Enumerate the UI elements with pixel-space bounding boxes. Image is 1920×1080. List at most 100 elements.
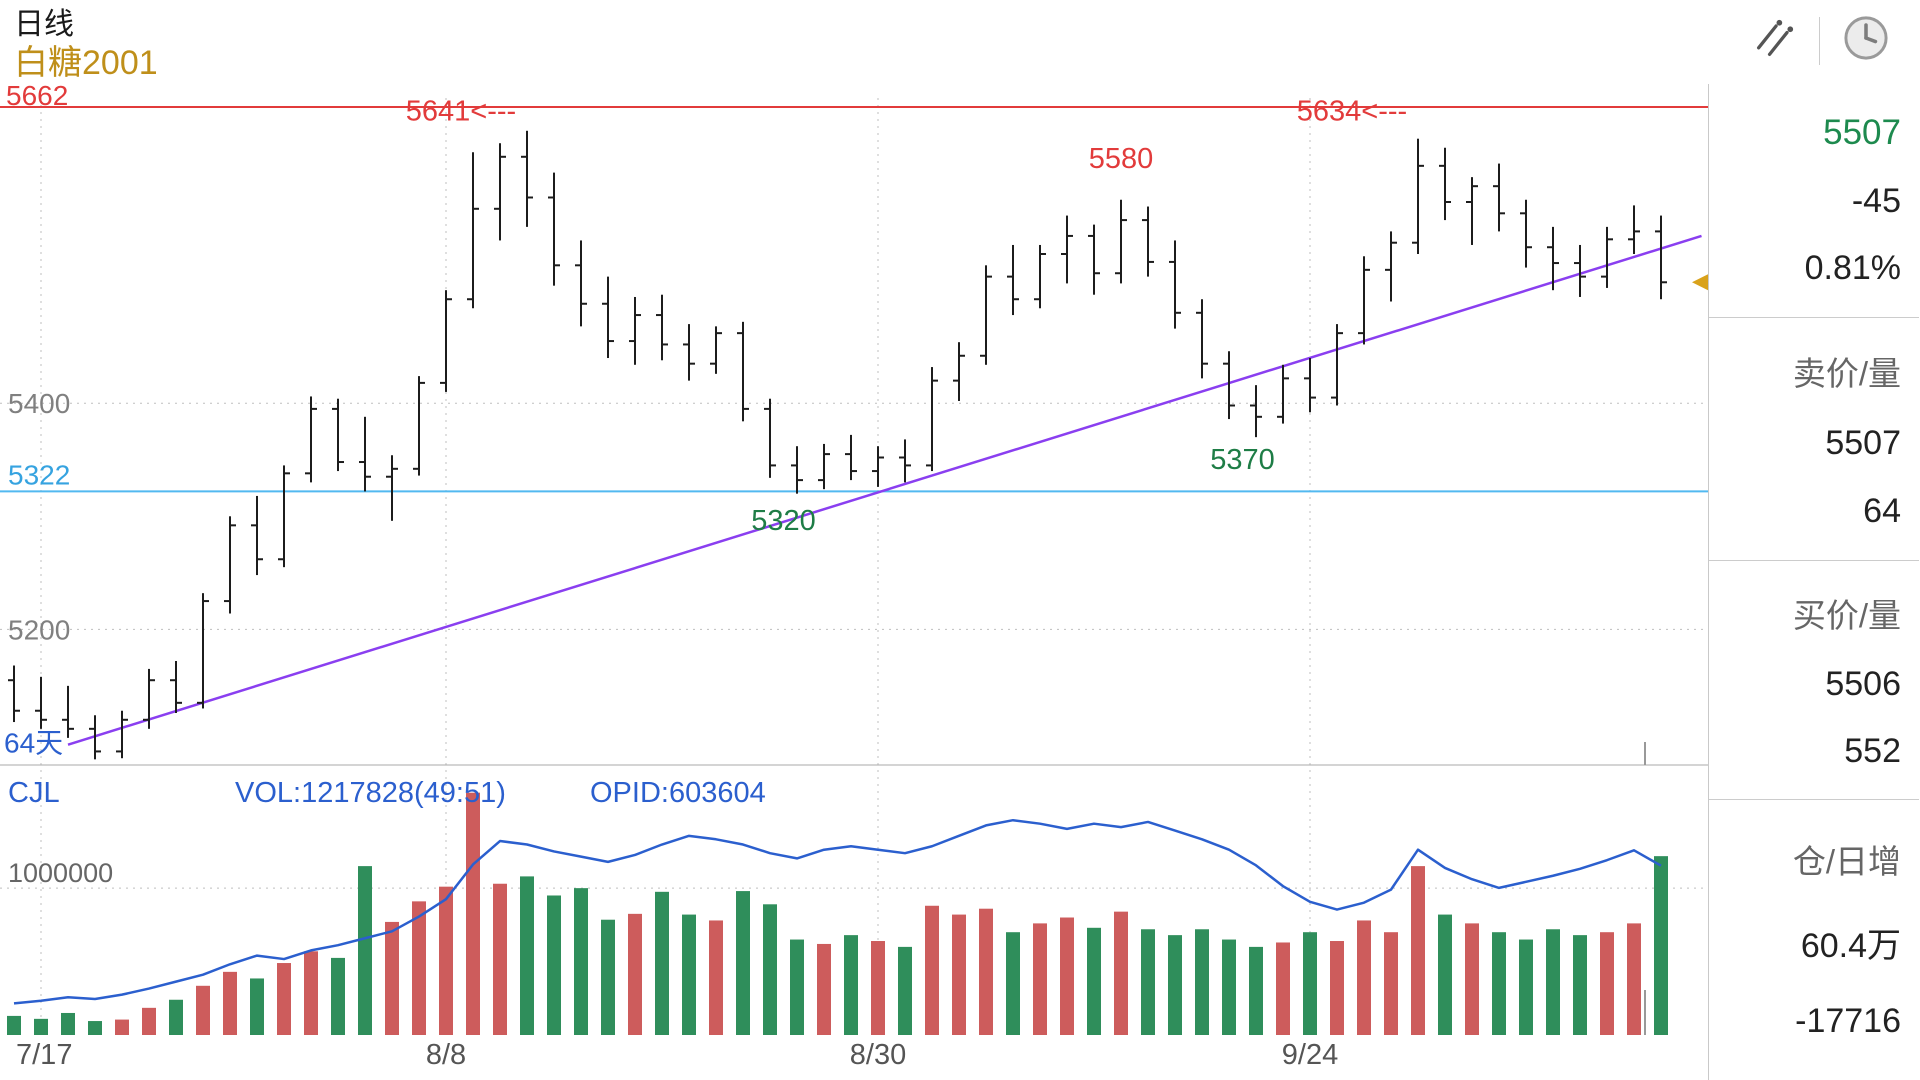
volume-bar	[7, 1015, 21, 1035]
trend-line	[67, 234, 1702, 746]
volume-bar	[817, 943, 831, 1035]
volume-bar	[1654, 856, 1668, 1035]
date-label: 9/24	[1282, 1039, 1338, 1071]
volume-bar	[1438, 914, 1452, 1035]
volume-bar	[412, 901, 426, 1035]
volume-bar	[1465, 923, 1479, 1035]
volume-bar	[763, 904, 777, 1035]
volume-bar	[304, 951, 318, 1035]
volume-bar	[1087, 927, 1101, 1035]
volume-bar	[547, 895, 561, 1035]
ask-price: 5507	[1825, 424, 1901, 462]
price-annotation: 5370	[1210, 444, 1275, 476]
volume-bar	[574, 888, 588, 1035]
volume-bar	[1168, 935, 1182, 1035]
period-label[interactable]: 日线	[14, 8, 74, 41]
volume-bar	[1006, 932, 1020, 1035]
volume-bar	[1600, 932, 1614, 1035]
volume-bar	[1033, 923, 1047, 1035]
volume-bar	[1492, 932, 1506, 1035]
volume-bar	[1060, 917, 1074, 1035]
volume-bar	[709, 920, 723, 1035]
ask-label: 卖价/量	[1792, 355, 1901, 392]
volume-bar	[628, 913, 642, 1035]
volume-bar	[331, 957, 345, 1035]
volume-bar	[1222, 939, 1236, 1035]
volume-bar	[466, 792, 480, 1035]
price-annotation: 5580	[1089, 143, 1154, 175]
volume-bar	[952, 914, 966, 1035]
volume-bar	[736, 891, 750, 1035]
volume-bar	[358, 866, 372, 1035]
header-icons	[1751, 0, 1920, 69]
position-change: -17716	[1795, 1002, 1901, 1040]
volume-bar	[34, 1018, 48, 1035]
volume-bar	[1195, 929, 1209, 1035]
cjl-label: CJL	[8, 777, 60, 809]
volume-bar	[1573, 935, 1587, 1035]
volume-bar	[1627, 923, 1641, 1035]
volume-bar	[1546, 929, 1560, 1035]
volume-bar	[61, 1012, 75, 1035]
price-axis-label: 5400	[8, 388, 70, 419]
opid-label: OPID:603604	[590, 777, 766, 809]
resistance-price-label: 5662	[6, 80, 68, 111]
ask-qty: 64	[1863, 492, 1901, 530]
current-price-marker	[1692, 274, 1708, 291]
volume-bar	[1303, 932, 1317, 1035]
volume-bar	[601, 919, 615, 1035]
volume-bar	[385, 921, 399, 1035]
volume-bar	[1249, 946, 1263, 1035]
trend-line-label: 64天	[4, 728, 63, 759]
position-label: 仓/日增	[1792, 843, 1901, 880]
price-volume-chart[interactable]: 5400 5322 5200 5662 64天 1000000 7/17 8/8 8/30 9/2…	[0, 0, 1708, 1080]
volume-bar	[844, 935, 858, 1035]
volume-bar	[1330, 941, 1344, 1035]
symbol-name: 白糖2001	[14, 44, 158, 82]
position-value: 60.4万	[1800, 927, 1901, 965]
open-interest-line	[13, 818, 1662, 1005]
volume-axis-label: 1000000	[8, 858, 113, 888]
price-axis-label: 5200	[8, 614, 70, 645]
bid-section: 买价/量 5506 552	[1709, 561, 1919, 800]
bid-label: 买价/量	[1792, 597, 1901, 634]
position-section: 仓/日增 60.4万 -17716	[1709, 800, 1919, 1076]
volume-bar	[871, 941, 885, 1035]
price-annotation: 5320	[751, 505, 816, 537]
clock-icon[interactable]	[1840, 12, 1892, 69]
vol-label: VOL:1217828(49:51)	[235, 777, 506, 809]
volume-bar	[1357, 920, 1371, 1035]
date-label: 8/30	[850, 1039, 906, 1071]
volume-bar	[1384, 932, 1398, 1035]
date-label: 7/17	[16, 1039, 72, 1071]
volume-bar	[115, 1019, 129, 1035]
volume-bar	[196, 985, 210, 1035]
price-change: -45	[1851, 181, 1901, 220]
indicator-lines-icon[interactable]	[1751, 14, 1799, 67]
volume-bar	[655, 891, 669, 1035]
volume-bar	[925, 905, 939, 1035]
volume-bar	[898, 946, 912, 1035]
volume-bar	[790, 939, 804, 1035]
ask-section: 卖价/量 5507 64	[1709, 318, 1919, 561]
quote-sidebar: 5507 -45 0.81% 卖价/量 5507 64 买价/量 5506 55…	[1708, 84, 1919, 1080]
volume-bar	[979, 908, 993, 1035]
date-label: 8/8	[426, 1039, 466, 1071]
chart-header: 日线 白糖2001	[0, 0, 1920, 84]
volume-bar	[1411, 866, 1425, 1035]
title-block: 日线 白糖2001	[0, 0, 158, 82]
volume-bar	[1114, 911, 1128, 1035]
volume-bar	[493, 883, 507, 1035]
bid-qty: 552	[1844, 732, 1901, 770]
volume-bar	[1276, 942, 1290, 1035]
quote-section: 5507 -45 0.81%	[1709, 84, 1919, 318]
volume-bar	[1519, 939, 1533, 1035]
volume-bar	[223, 971, 237, 1035]
volume-bar	[88, 1021, 102, 1035]
volume-bar	[250, 978, 264, 1035]
icon-divider	[1819, 16, 1820, 65]
price-axis-label: 5322	[8, 459, 70, 490]
price-change-pct: 0.81%	[1804, 249, 1901, 288]
volume-bar	[277, 963, 291, 1035]
